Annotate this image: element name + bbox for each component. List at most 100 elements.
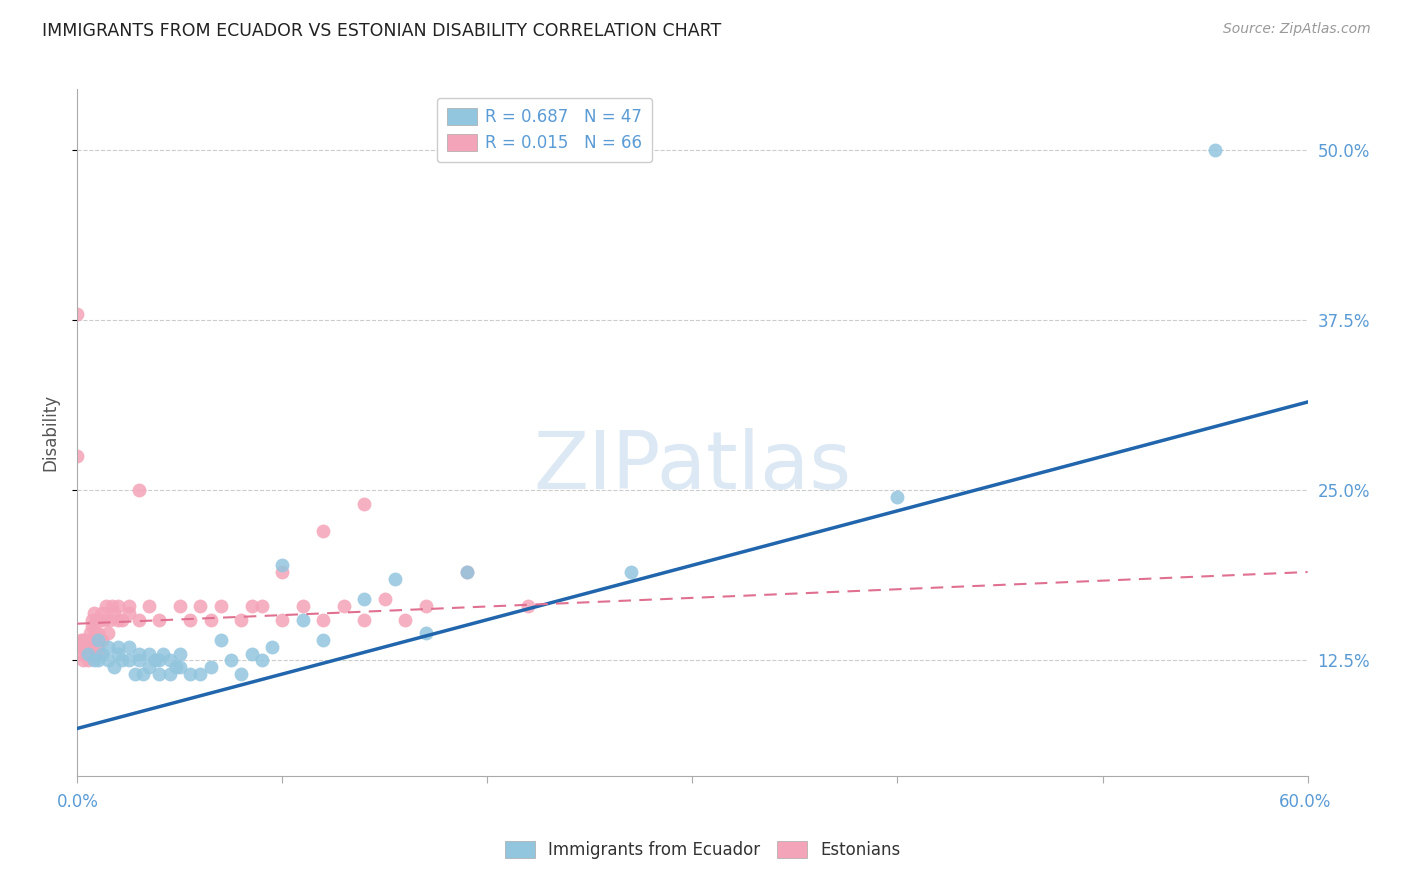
Point: [83, 606, 105, 620]
Point: [84, 613, 107, 627]
Point: [70, 647, 93, 661]
Point: [179, 667, 201, 681]
Point: [75, 640, 97, 654]
Y-axis label: Disability: Disability: [41, 394, 59, 471]
Point: [312, 633, 335, 648]
Point: [312, 613, 335, 627]
Point: [240, 599, 263, 613]
Point: [107, 640, 129, 654]
Point: [209, 599, 232, 613]
Point: [117, 599, 139, 613]
Point: [79, 640, 101, 654]
Point: [72, 640, 94, 654]
Point: [159, 653, 181, 667]
Point: [80, 619, 103, 633]
Point: [200, 613, 222, 627]
Point: [87, 633, 110, 648]
Point: [240, 647, 263, 661]
Point: [97, 640, 120, 654]
Point: [124, 667, 146, 681]
Point: [128, 483, 150, 498]
Point: [271, 558, 294, 573]
Point: [353, 613, 375, 627]
Point: [111, 613, 134, 627]
Point: [231, 613, 253, 627]
Point: [333, 599, 356, 613]
Point: [94, 599, 117, 613]
Point: [188, 599, 212, 613]
Legend: R = 0.687   N = 47, R = 0.015   N = 66: R = 0.687 N = 47, R = 0.015 N = 66: [437, 97, 652, 162]
Point: [231, 667, 253, 681]
Point: [169, 647, 191, 661]
Point: [165, 660, 187, 674]
Point: [75, 647, 97, 661]
Point: [79, 633, 101, 648]
Point: [169, 599, 191, 613]
Legend: Immigrants from Ecuador, Estonians: Immigrants from Ecuador, Estonians: [499, 834, 907, 866]
Point: [271, 613, 294, 627]
Point: [312, 524, 335, 539]
Point: [143, 653, 166, 667]
Point: [84, 626, 107, 640]
Point: [97, 626, 120, 640]
Point: [79, 626, 101, 640]
Point: [87, 633, 110, 648]
Point: [384, 572, 406, 586]
Point: [90, 647, 114, 661]
Point: [886, 490, 908, 504]
Point: [101, 599, 124, 613]
Text: 60.0%: 60.0%: [1278, 793, 1331, 811]
Point: [72, 633, 94, 648]
Point: [87, 653, 110, 667]
Point: [87, 626, 110, 640]
Point: [415, 599, 437, 613]
Point: [83, 633, 105, 648]
Point: [517, 599, 540, 613]
Point: [415, 626, 437, 640]
Point: [87, 640, 110, 654]
Point: [111, 653, 134, 667]
Point: [188, 667, 212, 681]
Point: [76, 647, 98, 661]
Point: [353, 592, 375, 607]
Point: [98, 613, 121, 627]
Point: [103, 606, 125, 620]
Point: [128, 647, 150, 661]
Point: [76, 653, 98, 667]
Point: [70, 640, 93, 654]
Point: [262, 640, 284, 654]
Point: [66, 450, 89, 464]
Point: [128, 613, 150, 627]
Point: [291, 613, 314, 627]
Point: [159, 667, 181, 681]
Point: [76, 633, 98, 648]
Point: [148, 653, 170, 667]
Point: [89, 613, 111, 627]
Point: [138, 599, 160, 613]
Point: [138, 647, 160, 661]
Point: [107, 647, 129, 661]
Point: [93, 613, 115, 627]
Point: [70, 633, 93, 648]
Point: [152, 647, 174, 661]
Point: [107, 613, 129, 627]
Point: [456, 565, 478, 579]
Point: [353, 497, 375, 511]
Point: [209, 633, 232, 648]
Text: Source: ZipAtlas.com: Source: ZipAtlas.com: [1223, 22, 1371, 37]
Point: [117, 606, 139, 620]
Point: [179, 613, 201, 627]
Text: IMMIGRANTS FROM ECUADOR VS ESTONIAN DISABILITY CORRELATION CHART: IMMIGRANTS FROM ECUADOR VS ESTONIAN DISA…: [42, 22, 721, 40]
Point: [148, 667, 170, 681]
Point: [83, 653, 105, 667]
Point: [1204, 144, 1226, 158]
Point: [456, 565, 478, 579]
Point: [117, 653, 139, 667]
Point: [394, 613, 416, 627]
Point: [128, 653, 150, 667]
Point: [250, 653, 273, 667]
Point: [138, 660, 160, 674]
Point: [80, 613, 103, 627]
Point: [250, 599, 273, 613]
Point: [107, 599, 129, 613]
